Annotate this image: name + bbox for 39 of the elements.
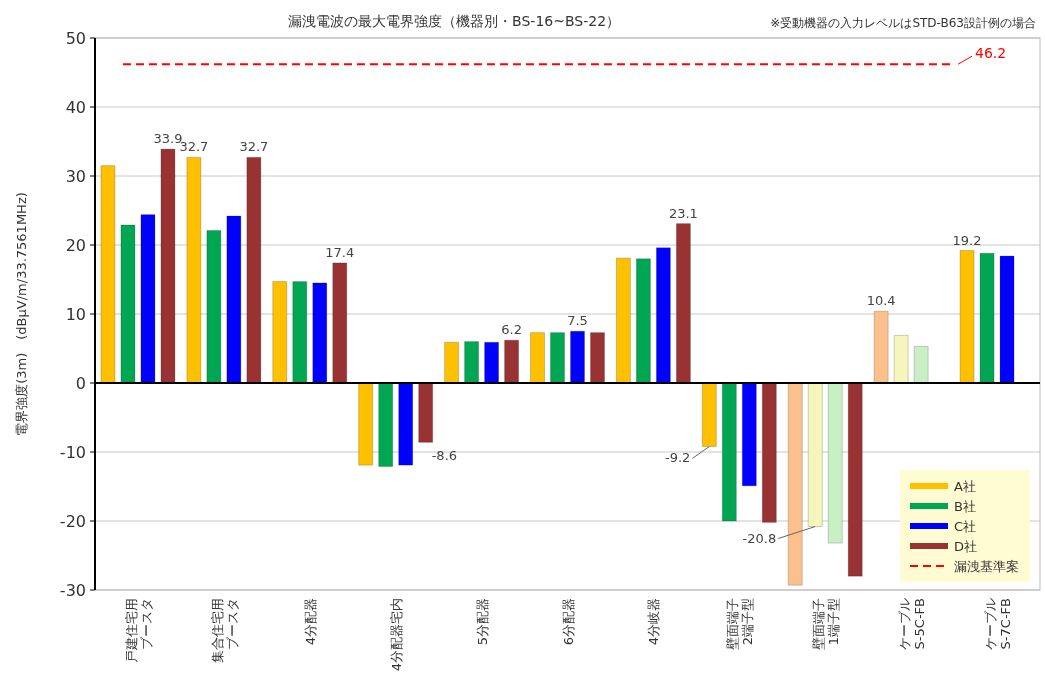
y-tick-label: -30 xyxy=(59,581,86,600)
data-label: -20.8 xyxy=(742,530,777,546)
y-tick-label: 0 xyxy=(75,374,86,393)
x-tick-label: 戸建住宅用ブースタ xyxy=(123,598,154,663)
x-tick-label: ケーブルS-7C-FB xyxy=(983,598,1014,650)
data-label: 10.4 xyxy=(866,293,896,309)
data-label: 32.7 xyxy=(239,139,269,155)
x-tick-label: 4分配器 xyxy=(302,598,318,646)
text: ※受動機器の入力レベルはSTD-B63設計例の場合 xyxy=(770,16,1036,30)
data-label: 7.5 xyxy=(567,313,588,329)
x-tick-label: 5分配器 xyxy=(474,598,490,646)
y-tick-label: -10 xyxy=(59,443,86,462)
x-tick-label: 4分岐器 xyxy=(646,598,662,646)
data-label: 19.2 xyxy=(952,232,982,248)
x-tick-label: 集合住宅用ブースタ xyxy=(209,598,240,663)
chart-title: 漏洩電波の最大電界強度（機器別・BS-16~BS-22） xyxy=(288,13,621,29)
legend-label: C社 xyxy=(954,519,977,534)
data-label: 23.1 xyxy=(668,205,698,221)
legend-label: 漏洩基準案 xyxy=(954,559,1019,574)
data-label: -8.6 xyxy=(431,448,458,464)
legend-label: B社 xyxy=(954,499,976,514)
y-tick-label: 30 xyxy=(65,167,86,186)
data-label: 6.2 xyxy=(501,322,522,338)
x-tick-label: 壁面端子1端子型 xyxy=(811,598,842,650)
annotation: 46.2 xyxy=(975,45,1007,62)
x-tick-label: 4分配器宅内 xyxy=(388,598,404,672)
y-tick-label: 40 xyxy=(65,98,86,117)
legend-label: A社 xyxy=(954,479,976,494)
x-tick-label: 6分配器 xyxy=(560,598,576,646)
x-tick-label: ケーブルS-5C-FB xyxy=(897,598,928,650)
data-label: -9.2 xyxy=(664,450,691,466)
y-tick-label: 10 xyxy=(65,305,86,324)
y-tick-label: -20 xyxy=(59,512,86,531)
x-tick-label: 壁面端子2端子型 xyxy=(725,598,756,650)
y-axis-title: 電界強度(3m) (dBμV/m/33.7561MHz) xyxy=(14,192,29,436)
data-label: 17.4 xyxy=(325,244,355,260)
y-tick-label: 50 xyxy=(65,29,86,48)
y-tick-label: 20 xyxy=(65,236,86,255)
legend-label: D社 xyxy=(954,539,978,554)
